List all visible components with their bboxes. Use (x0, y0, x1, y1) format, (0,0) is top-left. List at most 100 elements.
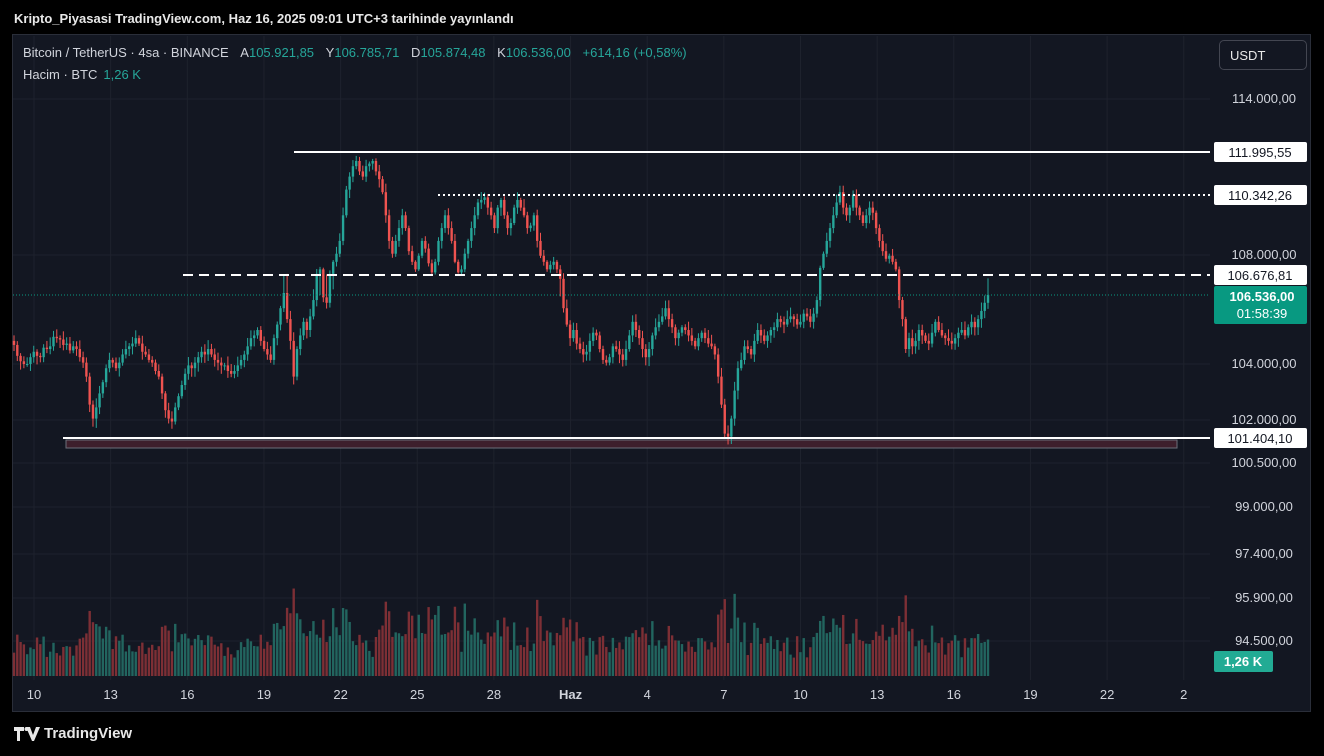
volume-bar (934, 642, 937, 676)
candle (568, 320, 572, 346)
candle (391, 236, 394, 258)
candle (134, 330, 137, 347)
volume-bar (631, 633, 634, 676)
volume-bar (539, 616, 542, 676)
candle (703, 328, 707, 344)
candle (575, 323, 578, 350)
volume-bar (825, 633, 828, 676)
candle (944, 332, 947, 345)
current-price-label: 106.536,00 (1229, 289, 1294, 304)
volume-bar (246, 638, 249, 676)
volume-bar (81, 637, 85, 676)
candle (285, 273, 289, 323)
volume-bar (647, 645, 651, 676)
volume-bar (151, 644, 154, 676)
candle (930, 323, 934, 348)
candle (397, 219, 401, 247)
candle (348, 172, 351, 198)
candle (532, 212, 536, 231)
x-tick-label: 10 (27, 687, 41, 702)
currency-button[interactable]: USDT (1219, 40, 1307, 70)
candle (980, 302, 983, 328)
candle (381, 176, 384, 195)
candle (473, 207, 476, 236)
candle (595, 329, 598, 341)
volume-bar (769, 636, 773, 676)
volume-bar (562, 617, 565, 676)
open-value: 105.921,85 (248, 45, 315, 60)
volume-bar (308, 631, 312, 676)
candle (289, 310, 292, 350)
candle (35, 349, 39, 365)
volume-bar (292, 588, 295, 676)
candle (243, 350, 246, 368)
candle (924, 332, 927, 344)
volume-bar (858, 639, 861, 676)
candle (127, 343, 131, 357)
volume-bar (78, 638, 82, 676)
candle (12, 335, 16, 351)
volume-bar (986, 639, 990, 676)
candle (878, 224, 881, 248)
brand-label: TradingView (44, 725, 133, 742)
volume-bar (483, 643, 486, 676)
change-value: +614,16 (+0,58%) (582, 45, 687, 60)
high-value: 106.785,71 (334, 45, 400, 60)
volume-bar (127, 645, 131, 676)
volume-bar (700, 638, 703, 676)
candle (861, 211, 865, 226)
volume-bar (818, 620, 822, 676)
volume-bar (693, 651, 697, 676)
candle (740, 352, 743, 371)
candle (463, 248, 467, 273)
candle (963, 321, 967, 340)
candle (667, 300, 671, 327)
volume-bar (223, 655, 226, 676)
candle (891, 248, 894, 265)
candle (545, 260, 549, 272)
candle (519, 197, 522, 211)
candle (210, 343, 213, 358)
candle (206, 340, 210, 361)
support-zone (65, 439, 1178, 449)
candle (410, 245, 414, 266)
candle (98, 385, 101, 415)
candle (855, 189, 858, 216)
volume-bar (48, 651, 52, 676)
candle (549, 260, 552, 273)
tradingview-logo[interactable]: TradingView (14, 725, 132, 742)
level-tag-label: 106.676,81 (1227, 268, 1292, 283)
candle (361, 165, 364, 181)
candle (697, 333, 700, 351)
volume-bar (503, 617, 506, 676)
candle (308, 308, 312, 337)
candle (404, 211, 407, 231)
volume-bar (213, 644, 216, 676)
candle (147, 348, 151, 363)
volume-label[interactable]: Hacim · BTC (23, 67, 98, 82)
candle (822, 251, 825, 270)
symbol-label[interactable]: Bitcoin / TetherUS · 4sa · BINANCE (23, 45, 229, 60)
volume-bar (687, 641, 690, 676)
volume-bar (983, 641, 986, 676)
volume-bar (305, 636, 309, 676)
candle (259, 326, 262, 346)
close-label: K (497, 45, 506, 60)
volume-bar (457, 622, 460, 676)
candle (809, 308, 812, 328)
volume-bar (568, 619, 572, 676)
candle (960, 322, 963, 336)
candle (529, 222, 532, 232)
chart-panel[interactable] (12, 34, 1311, 712)
volume-bar (578, 638, 582, 676)
volume-bar (22, 644, 26, 676)
volume-bar (25, 654, 29, 676)
level-price-tag: 110.342,26 (1214, 185, 1307, 205)
volume-bar (595, 654, 598, 676)
candle (180, 380, 184, 399)
volume-bar (736, 617, 740, 676)
candle (881, 234, 884, 256)
volume-bar (782, 642, 786, 676)
volume-bar (253, 646, 256, 676)
